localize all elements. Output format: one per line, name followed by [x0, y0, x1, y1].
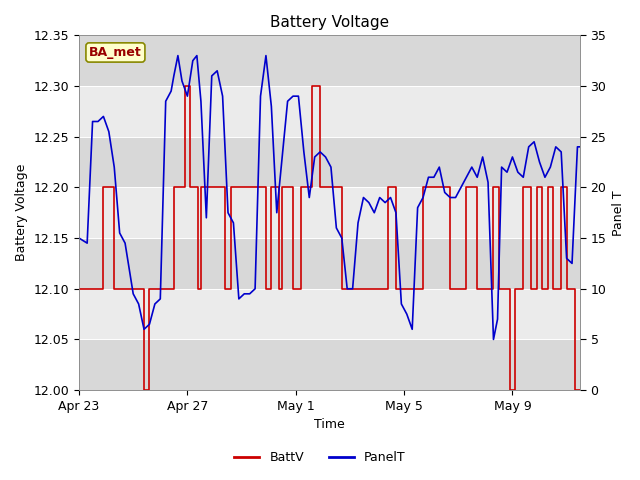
Title: Battery Voltage: Battery Voltage	[270, 15, 389, 30]
Legend: BattV, PanelT: BattV, PanelT	[229, 446, 411, 469]
X-axis label: Time: Time	[314, 419, 345, 432]
Bar	[79, 187, 580, 238]
Text: BA_met: BA_met	[89, 46, 142, 59]
Bar	[79, 289, 580, 339]
Bar	[79, 238, 580, 289]
Bar	[79, 339, 580, 390]
Y-axis label: Battery Voltage: Battery Voltage	[15, 164, 28, 262]
Bar	[79, 137, 580, 187]
Bar	[79, 86, 580, 137]
Bar	[79, 36, 580, 86]
Y-axis label: Panel T: Panel T	[612, 190, 625, 236]
